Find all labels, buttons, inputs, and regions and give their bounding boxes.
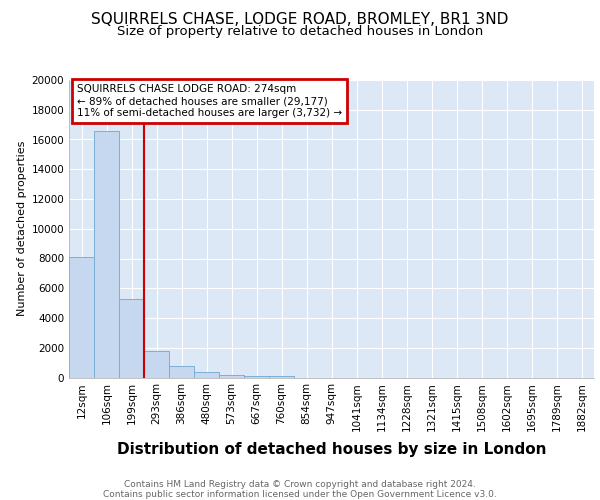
- X-axis label: Distribution of detached houses by size in London: Distribution of detached houses by size …: [117, 442, 546, 457]
- Text: SQUIRRELS CHASE LODGE ROAD: 274sqm
← 89% of detached houses are smaller (29,177): SQUIRRELS CHASE LODGE ROAD: 274sqm ← 89%…: [77, 84, 342, 117]
- Text: Size of property relative to detached houses in London: Size of property relative to detached ho…: [117, 25, 483, 38]
- Text: Contains HM Land Registry data © Crown copyright and database right 2024.: Contains HM Land Registry data © Crown c…: [124, 480, 476, 489]
- Bar: [244, 376, 269, 378]
- Text: Contains public sector information licensed under the Open Government Licence v3: Contains public sector information licen…: [103, 490, 497, 499]
- Bar: [219, 374, 244, 378]
- Bar: [269, 376, 294, 378]
- Bar: [94, 130, 119, 378]
- Text: SQUIRRELS CHASE, LODGE ROAD, BROMLEY, BR1 3ND: SQUIRRELS CHASE, LODGE ROAD, BROMLEY, BR…: [91, 12, 509, 28]
- Bar: [69, 257, 94, 378]
- Bar: [119, 298, 144, 378]
- Bar: [144, 352, 169, 378]
- Bar: [169, 366, 194, 378]
- Y-axis label: Number of detached properties: Number of detached properties: [17, 141, 27, 316]
- Bar: [194, 372, 219, 378]
